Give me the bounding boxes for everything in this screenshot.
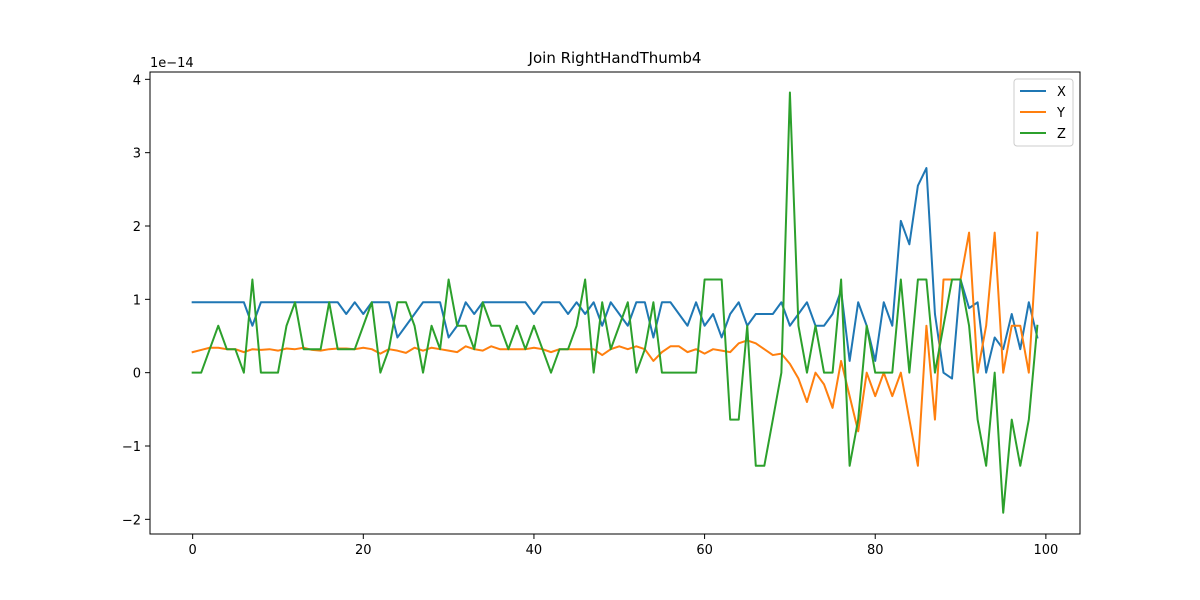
- x-tick-label: 0: [189, 543, 197, 558]
- legend-label-y: Y: [1056, 106, 1065, 121]
- legend-label-x: X: [1057, 85, 1066, 100]
- x-axis: 0 20 40 60 80 100: [189, 534, 1058, 558]
- chart-title: Join RightHandThumb4: [528, 49, 702, 67]
- y-offset-label: 1e−14: [150, 56, 194, 71]
- series-line-y: [191, 231, 1039, 467]
- legend-label-z: Z: [1057, 127, 1066, 142]
- x-tick-label: 80: [867, 543, 884, 558]
- x-tick-label: 20: [355, 543, 372, 558]
- legend: XYZ: [1013, 78, 1074, 147]
- y-tick-label: 1: [133, 293, 141, 308]
- series-line-z: [191, 91, 1039, 514]
- series-layer: [191, 91, 1039, 514]
- y-axis: −2 −1 0 1 2 3 4: [122, 73, 150, 528]
- y-tick-label: 2: [133, 220, 141, 235]
- axes-frame: [149, 71, 1081, 535]
- x-tick-label: 40: [526, 543, 543, 558]
- y-tick-label: −2: [122, 513, 141, 528]
- y-tick-label: 3: [133, 147, 141, 162]
- x-tick-label: 60: [696, 543, 713, 558]
- y-tick-label: 0: [133, 367, 141, 382]
- y-tick-label: 4: [133, 73, 141, 88]
- series-line-x: [191, 167, 1039, 380]
- x-tick-label: 100: [1033, 543, 1058, 558]
- y-tick-label: −1: [122, 440, 141, 455]
